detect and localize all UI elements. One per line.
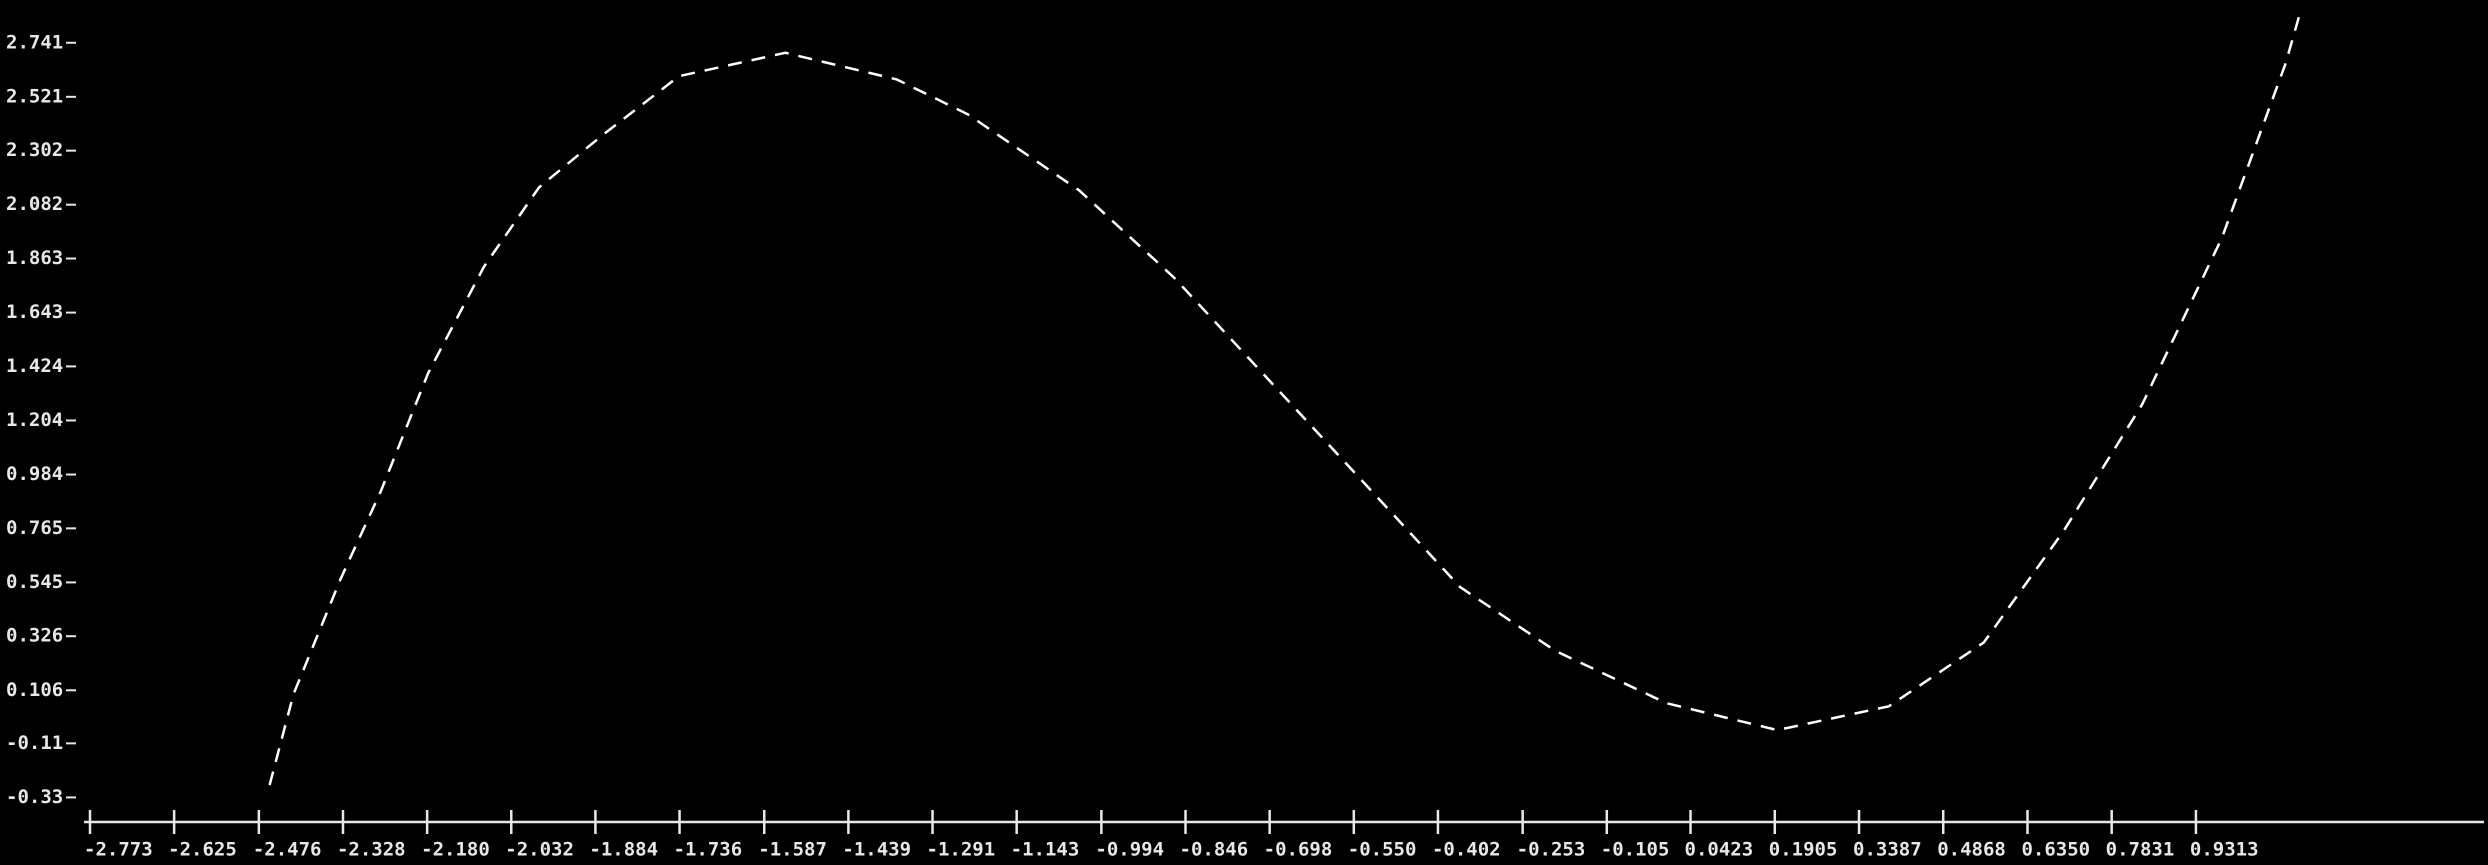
y-tick-label: 2.741 [6,31,63,53]
x-tick-label: 0.7831 [2106,839,2175,861]
x-tick-label: 0.6350 [2021,839,2090,861]
x-tick-label: -0.402 [1432,839,1501,861]
y-tick-label: 2.302 [6,139,63,161]
x-tick-label: -2.773 [84,839,153,861]
x-tick-label: -2.328 [337,839,406,861]
x-tick-label: -0.253 [1517,839,1586,861]
x-tick-label: -1.439 [842,839,911,861]
x-tick-label: 0.3387 [1853,839,1922,861]
x-tick-label: 0.0423 [1685,839,1754,861]
y-tick-label: 0.326 [6,625,63,647]
y-tick-label: 0.984 [6,463,63,485]
x-tick-label: -2.032 [505,839,574,861]
y-tick-label: 0.106 [6,679,63,701]
x-tick-label: 0.9313 [2190,839,2259,861]
y-tick-label: 1.643 [6,301,63,323]
x-tick-label: -0.550 [1348,839,1417,861]
x-tick-label: -1.291 [927,839,996,861]
x-tick-label: -2.180 [421,839,490,861]
x-tick-label: 0.4868 [1937,839,2006,861]
x-tick-label: -0.994 [1095,839,1164,861]
x-tick-label: 0.1905 [1769,839,1838,861]
y-tick-label: 2.082 [6,193,63,215]
x-tick-label: -1.587 [758,839,827,861]
y-tick-label: 0.765 [6,517,63,539]
x-tick-label: -1.143 [1011,839,1080,861]
x-tick-label: -1.884 [589,839,658,861]
x-tick-label: -1.736 [674,839,743,861]
y-tick-label: 2.521 [6,85,63,107]
y-tick-label: 1.863 [6,247,63,269]
x-tick-label: -2.476 [253,839,322,861]
y-tick-label: -0.11 [6,732,63,754]
x-tick-label: -0.105 [1601,839,1670,861]
y-tick-label: 1.204 [6,409,63,431]
x-tick-label: -0.698 [1264,839,1333,861]
y-tick-label: -0.33 [6,786,63,808]
curve [268,7,2303,786]
y-tick-label: 0.545 [6,571,63,593]
y-tick-label: 1.424 [6,355,63,377]
x-tick-label: -0.846 [1180,839,1249,861]
x-tick-label: -2.625 [168,839,237,861]
